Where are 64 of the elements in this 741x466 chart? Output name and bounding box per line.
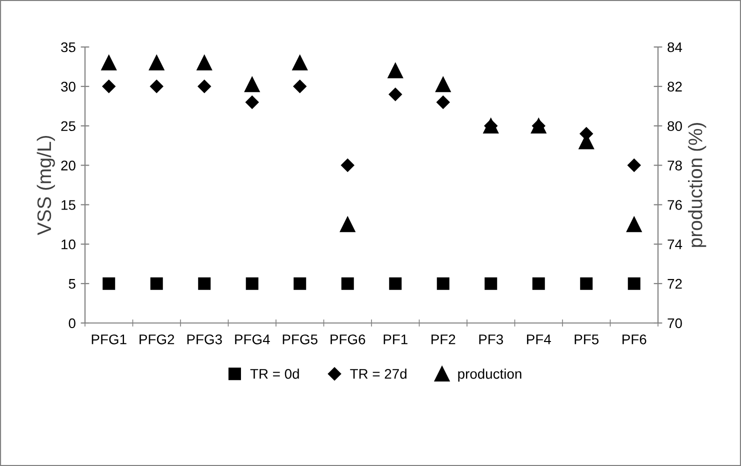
legend-label: production	[458, 368, 522, 382]
point	[532, 277, 545, 290]
point	[196, 55, 212, 70]
x-tick-label: PFG5	[282, 334, 318, 344]
point	[388, 88, 402, 101]
point	[294, 277, 306, 290]
point	[341, 158, 354, 172]
point	[244, 76, 260, 92]
point	[102, 277, 116, 290]
x-tick-label: PF3	[479, 334, 503, 344]
point	[246, 277, 258, 290]
y-tick-label: 30	[61, 82, 76, 92]
y-tick-label: 20	[61, 160, 76, 170]
y2-tick-label: 72	[668, 278, 682, 289]
y-tick-label: 15	[62, 200, 76, 210]
point	[436, 277, 450, 290]
point	[198, 277, 211, 290]
point	[246, 96, 259, 109]
x-tick-label: PFG3	[187, 334, 222, 344]
x-tick-label: PF6	[622, 334, 646, 344]
x-tick-label: PF2	[432, 334, 456, 344]
legend-label: TR = 27d	[350, 368, 406, 379]
point	[150, 277, 163, 290]
legend-label: TR = 0d	[250, 368, 299, 379]
point	[102, 80, 116, 94]
y2-axis-title: production (%)	[688, 122, 706, 247]
x-tick-label: PFG1	[92, 334, 126, 344]
point	[389, 277, 402, 290]
point	[150, 80, 164, 94]
point	[101, 55, 117, 70]
point	[628, 277, 640, 290]
point	[340, 216, 356, 232]
x-tick-label: PFG2	[140, 334, 174, 344]
point	[580, 127, 593, 140]
y-tick-label: 0	[68, 318, 76, 328]
point	[580, 277, 593, 290]
point	[484, 277, 498, 290]
y2-tick-label: 76	[668, 200, 682, 210]
y2-tick-label: 84	[668, 42, 682, 52]
y2-tick-label: 70	[668, 318, 682, 328]
y-tick-label: 25	[61, 121, 76, 132]
y-tick-label: 5	[68, 279, 76, 289]
y2-tick-label: 82	[668, 82, 682, 92]
point	[292, 55, 308, 70]
point	[626, 216, 642, 232]
y2-tick-label: 80	[668, 121, 682, 132]
x-tick-label: PF5	[574, 334, 599, 344]
point	[436, 96, 450, 109]
y-axis-title: VSS (mg/L)	[36, 136, 55, 236]
x-tick-label: PF1	[384, 334, 408, 344]
y2-tick-label: 74	[668, 240, 682, 250]
y-tick-label: 35	[61, 42, 76, 52]
point	[293, 80, 306, 94]
y2-tick-label: 78	[668, 160, 682, 170]
point	[435, 76, 451, 92]
x-tick-label: PFG6	[330, 334, 366, 344]
point	[198, 80, 211, 94]
point	[341, 277, 354, 290]
x-tick-label: PFG4	[235, 334, 270, 344]
y-tick-label: 10	[62, 239, 76, 250]
point	[148, 55, 164, 70]
point	[388, 63, 404, 78]
point	[628, 158, 641, 172]
x-tick-label: PF4	[527, 334, 551, 344]
